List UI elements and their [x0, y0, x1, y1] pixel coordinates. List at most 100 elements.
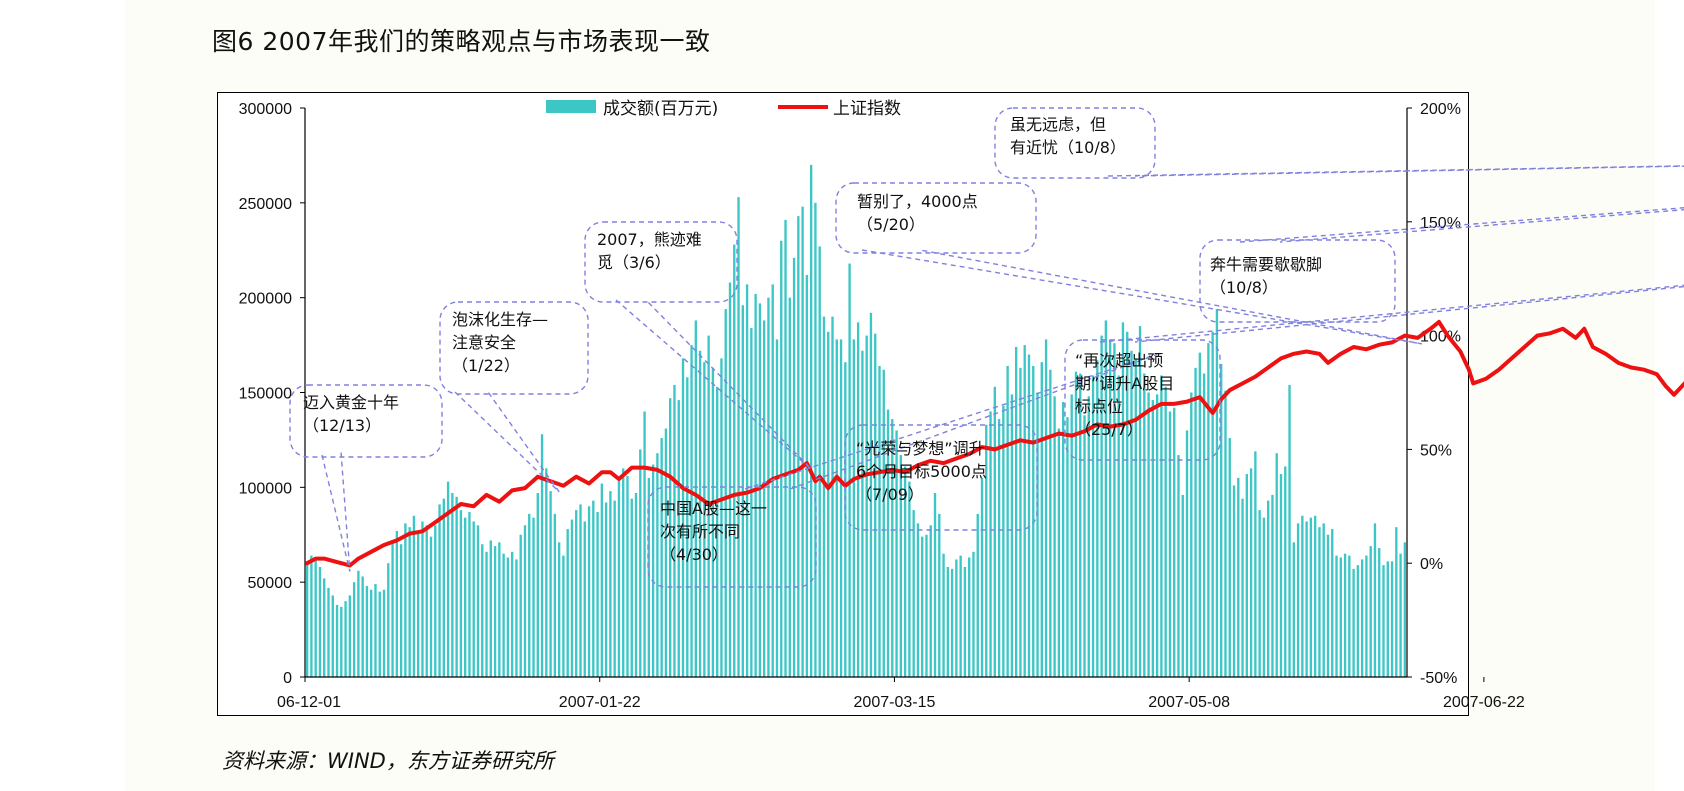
turnover-bar — [818, 246, 821, 677]
turnover-bar — [891, 419, 894, 677]
x-tick-label: 2007-01-22 — [559, 694, 641, 711]
turnover-bar — [1288, 384, 1291, 677]
turnover-bar — [942, 553, 945, 677]
callout: 暂别了，4000点 （5/20） — [835, 182, 1423, 345]
turnover-bar — [1087, 396, 1090, 677]
turnover-bar — [1395, 527, 1398, 677]
turnover-bar — [651, 464, 655, 677]
turnover-bar — [972, 551, 975, 677]
turnover-bar — [570, 519, 574, 677]
turnover-bar — [1006, 365, 1009, 677]
turnover-bar — [788, 297, 791, 677]
turnover-bar — [882, 369, 885, 677]
turnover-bar — [352, 582, 356, 677]
turnover-bar — [647, 477, 651, 677]
turnover-bar — [310, 555, 313, 677]
turnover-bar — [1258, 510, 1261, 677]
turnover-bar — [946, 566, 950, 677]
turnover-bar — [459, 510, 463, 677]
turnover-bar — [1279, 474, 1283, 677]
turnover-bar — [1168, 411, 1172, 677]
legend-label-turnover: 成交额(百万元) — [603, 99, 718, 119]
turnover-bar — [1044, 339, 1048, 677]
turnover-bar — [865, 335, 868, 677]
turnover-bar — [643, 411, 646, 677]
turnover-bar — [1249, 468, 1253, 677]
turnover-bar — [562, 555, 565, 677]
turnover-bar — [1181, 494, 1184, 677]
turnover-bar — [609, 491, 612, 677]
turnover-bar — [848, 263, 851, 677]
callout-box — [835, 182, 1037, 254]
callout-text: 虽无远虑，但 — [1010, 115, 1106, 134]
turnover-bar — [634, 493, 638, 677]
turnover-bar — [784, 219, 787, 677]
legend-swatch-turnover — [546, 100, 596, 113]
callout-box — [289, 384, 443, 458]
callout-pointer — [744, 353, 1158, 490]
turnover-bar — [852, 339, 856, 677]
turnover-bar — [1369, 546, 1372, 677]
turnover-bar — [318, 566, 322, 677]
turnover-bar — [1365, 555, 1368, 677]
turnover-bar — [596, 511, 599, 677]
turnover-bar — [1360, 559, 1364, 677]
callout-text: （12/13） — [303, 416, 381, 435]
turnover-bar — [340, 606, 343, 677]
turnover-bar — [835, 339, 838, 677]
callout-text: 6个月目标5000点 — [856, 462, 987, 481]
turnover-bar — [1215, 309, 1219, 677]
turnover-bar — [587, 506, 591, 677]
turnover-bar — [673, 384, 676, 677]
turnover-bar — [1356, 565, 1360, 677]
turnover-bar — [822, 316, 826, 677]
turnover-bar — [805, 274, 809, 677]
turnover-bar — [545, 468, 548, 677]
callout-text: 注意安全 — [452, 333, 516, 352]
callout-pointer — [321, 451, 351, 572]
callout: 迈入黄金十年 （12/13） — [289, 384, 443, 572]
turnover-bar — [1309, 517, 1313, 677]
left-tick-label: 250000 — [239, 196, 292, 213]
turnover-bar — [434, 525, 437, 677]
callout-text: 有近忧（10/8） — [1010, 138, 1126, 157]
x-tick-label: 2007-05-08 — [1148, 694, 1230, 711]
turnover-bar — [498, 542, 501, 677]
turnover-bar — [1241, 498, 1244, 677]
callout-box — [844, 424, 1038, 531]
turnover-bar — [656, 453, 659, 677]
turnover-bar — [959, 555, 962, 677]
turnover-bar — [1228, 438, 1231, 677]
turnover-bar — [617, 477, 621, 677]
turnover-bar — [566, 529, 569, 677]
turnover-bar — [622, 468, 625, 677]
turnover-bar — [895, 430, 898, 677]
callout-box — [1064, 339, 1221, 461]
turnover-bar — [1155, 394, 1159, 677]
turnover-bar — [583, 521, 586, 677]
turnover-bar — [1202, 373, 1206, 677]
callout-text: 泡沫化生存— — [452, 310, 548, 329]
legend-label-index: 上证指数 — [833, 99, 901, 119]
turnover-bar — [997, 419, 1001, 677]
turnover-bar — [1100, 335, 1103, 677]
turnover-bar — [519, 534, 522, 677]
turnover-bar — [557, 542, 561, 677]
callout-text: （5/20） — [857, 215, 925, 234]
turnover-bar — [506, 557, 510, 677]
callout-text: “再次超出预 — [1075, 351, 1163, 370]
right-tick-label: 200% — [1420, 101, 1461, 118]
turnover-bar — [737, 197, 740, 677]
turnover-bar — [1185, 430, 1189, 677]
turnover-bar — [1194, 367, 1197, 677]
turnover-bar — [395, 530, 399, 677]
turnover-bar — [874, 333, 877, 677]
callout-text: 标点位 — [1075, 397, 1123, 416]
turnover-bar — [925, 534, 928, 677]
turnover-bar — [1061, 401, 1065, 677]
right-tick-label: 0% — [1420, 556, 1443, 573]
turnover-bar — [814, 202, 817, 677]
turnover-bar — [681, 358, 685, 677]
turnover-bar — [929, 525, 932, 677]
